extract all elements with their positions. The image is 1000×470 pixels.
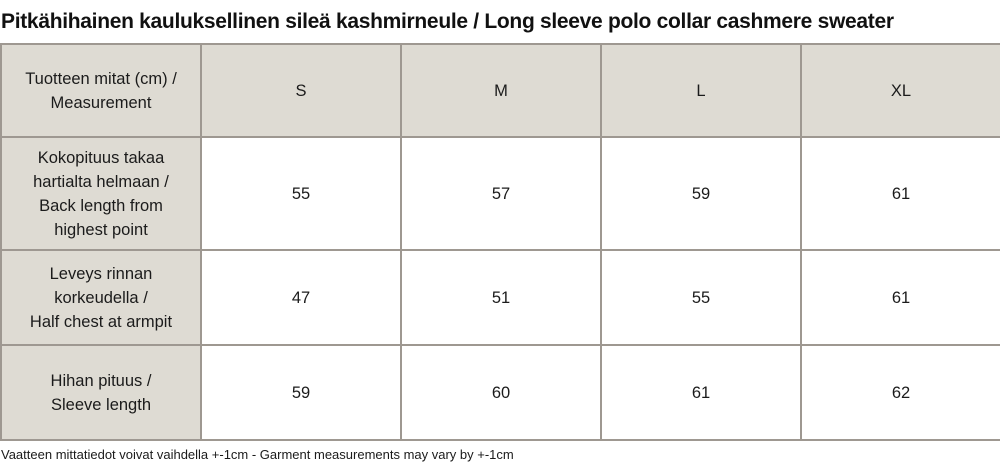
- page-title: Pitkähihainen kauluksellinen sileä kashm…: [1, 10, 894, 33]
- cell-back-length-xl: 61: [800, 136, 1000, 251]
- cell-back-length-s: 55: [200, 136, 402, 251]
- row-label-half-chest: Leveys rinnan korkeudella / Half chest a…: [0, 249, 202, 346]
- cell-sleeve-length-m: 60: [400, 344, 602, 441]
- row-label-back-length: Kokopituus takaa hartialta helmaan / Bac…: [0, 136, 202, 251]
- measurement-tolerance-note: Vaatteen mittatiedot voivat vaihdella +-…: [1, 447, 514, 462]
- cell-back-length-m: 57: [400, 136, 602, 251]
- table-row-sleeve-length: Hihan pituus / Sleeve length 59 60 61 62: [0, 344, 1000, 441]
- column-header-size-xl: XL: [800, 43, 1000, 138]
- column-header-measurement: Tuotteen mitat (cm) / Measurement: [0, 43, 202, 138]
- cell-sleeve-length-s: 59: [200, 344, 402, 441]
- table-header-row: Tuotteen mitat (cm) / Measurement S M L …: [0, 43, 1000, 138]
- cell-sleeve-length-l: 61: [600, 344, 802, 441]
- table-row-half-chest: Leveys rinnan korkeudella / Half chest a…: [0, 249, 1000, 346]
- cell-half-chest-xl: 61: [800, 249, 1000, 346]
- cell-half-chest-s: 47: [200, 249, 402, 346]
- cell-half-chest-l: 55: [600, 249, 802, 346]
- cell-sleeve-length-xl: 62: [800, 344, 1000, 441]
- cell-back-length-l: 59: [600, 136, 802, 251]
- size-chart-table: Tuotteen mitat (cm) / Measurement S M L …: [0, 43, 1000, 441]
- table-row-back-length: Kokopituus takaa hartialta helmaan / Bac…: [0, 136, 1000, 251]
- column-header-size-m: M: [400, 43, 602, 138]
- column-header-size-s: S: [200, 43, 402, 138]
- row-label-sleeve-length: Hihan pituus / Sleeve length: [0, 344, 202, 441]
- column-header-size-l: L: [600, 43, 802, 138]
- cell-half-chest-m: 51: [400, 249, 602, 346]
